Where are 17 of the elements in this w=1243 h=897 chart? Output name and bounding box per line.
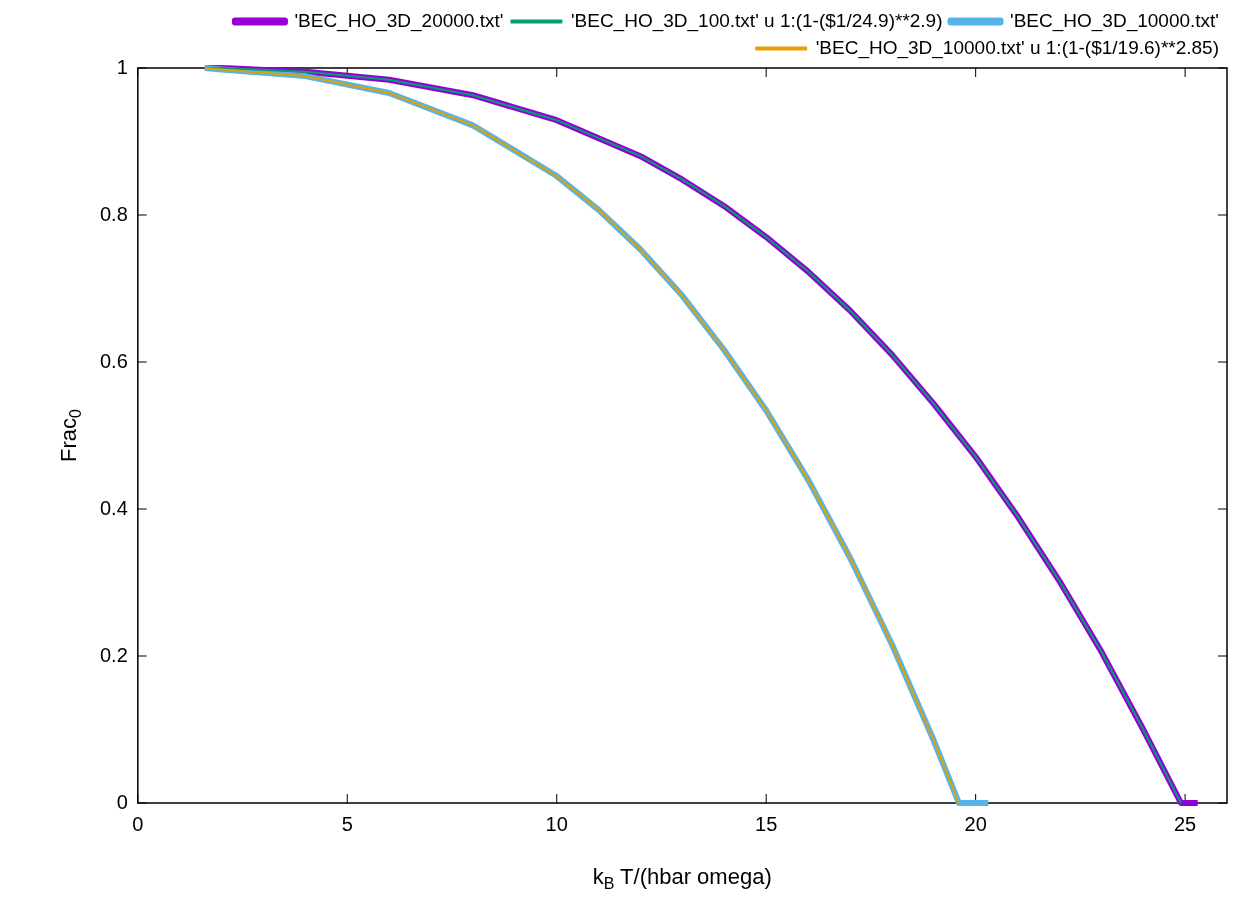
y-tick-label: 0.8 [99,202,128,225]
y-tick-label: 0 [116,790,128,813]
y-tick-label: 0.4 [99,496,128,519]
y-tick-label: 0.2 [99,643,128,666]
legend-label: 'BEC_HO_3D_10000.txt' [1010,9,1219,32]
x-tick-label: 20 [964,812,987,835]
x-tick-label: 5 [341,812,353,835]
y-tick-label: 1 [116,55,128,78]
x-tick-label: 15 [755,812,778,835]
x-tick-label: 10 [545,812,568,835]
x-tick-label: 25 [1173,812,1197,835]
legend-label: 'BEC_HO_3D_100.txt' u 1:(1-($1/24.9)**2.9) [570,9,943,32]
legend-label: 'BEC_HO_3D_20000.txt' [294,9,504,32]
y-axis-title: Frac0 [56,408,85,462]
x-tick-label: 0 [132,812,144,835]
legend-label: 'BEC_HO_3D_10000.txt' u 1:(1-($1/19.6)**2.85) [815,36,1220,59]
y-tick-label: 0.6 [99,349,128,372]
